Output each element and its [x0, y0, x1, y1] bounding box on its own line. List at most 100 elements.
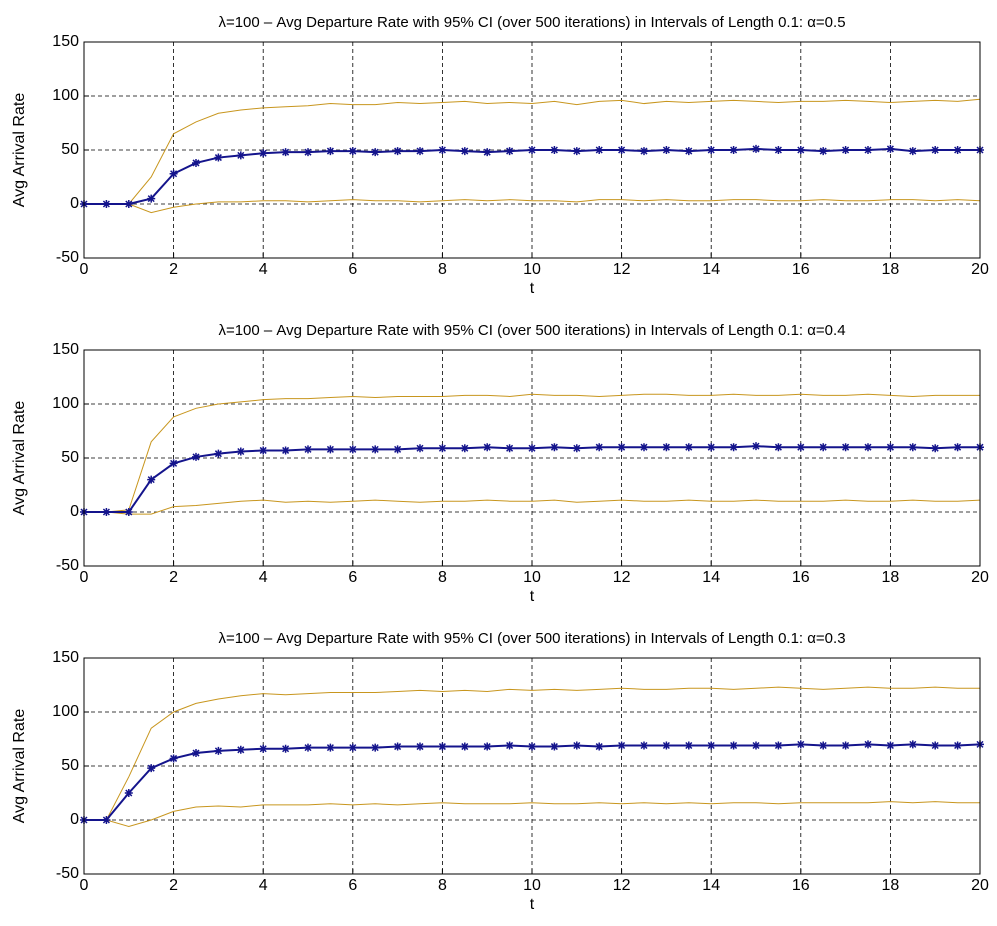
asterisk-marker	[438, 146, 447, 154]
asterisk-marker	[752, 144, 760, 153]
asterisk-marker	[617, 146, 626, 154]
asterisk-marker	[236, 151, 245, 160]
asterisk-marker	[774, 146, 783, 154]
asterisk-marker	[752, 442, 760, 451]
series-line	[84, 499, 981, 515]
asterisk-marker	[572, 444, 581, 453]
x-tick-label: 8	[438, 569, 447, 586]
x-tick-label: 18	[882, 569, 900, 586]
asterisk-marker	[371, 743, 380, 752]
x-tick-label: 10	[523, 569, 541, 586]
asterisk-marker	[662, 146, 671, 154]
asterisk-marker	[931, 146, 940, 154]
x-tick-label: 14	[702, 569, 720, 586]
asterisk-marker	[393, 445, 402, 454]
asterisk-marker	[640, 443, 648, 452]
asterisk-marker	[483, 443, 492, 452]
asterisk-marker	[147, 194, 156, 203]
asterisk-marker	[438, 742, 447, 751]
x-tick-label: 0	[80, 569, 89, 586]
asterisk-marker	[169, 754, 178, 763]
asterisk-marker	[505, 444, 514, 453]
asterisk-marker	[819, 147, 828, 156]
x-tick-label: 16	[792, 877, 810, 894]
asterisk-marker	[192, 158, 200, 167]
asterisk-marker	[259, 446, 268, 455]
y-axis-label: Avg Arrival Rate	[11, 401, 28, 516]
asterisk-marker	[953, 146, 962, 154]
asterisk-marker	[348, 147, 357, 156]
chart-title: λ=100 – Avg Departure Rate with 95% CI (…	[218, 630, 845, 647]
asterisk-marker	[729, 146, 738, 154]
asterisk-marker	[214, 449, 223, 458]
asterisk-marker	[483, 742, 492, 751]
asterisk-marker	[326, 147, 335, 156]
asterisk-marker	[931, 444, 940, 453]
asterisk-marker	[886, 443, 895, 452]
y-tick-label: 50	[61, 757, 79, 774]
asterisk-marker	[124, 200, 133, 208]
asterisk-marker	[864, 146, 872, 154]
asterisk-marker	[796, 146, 805, 154]
axes-frame	[83, 657, 981, 875]
series-line	[84, 98, 981, 205]
axes-frame	[83, 41, 981, 259]
asterisk-marker	[528, 444, 536, 453]
asterisk-marker	[371, 445, 380, 454]
series-line	[84, 686, 980, 821]
asterisk-marker	[192, 749, 200, 758]
asterisk-marker	[707, 146, 716, 154]
asterisk-marker	[819, 741, 828, 750]
asterisk-marker	[953, 443, 962, 452]
x-tick-label: 0	[80, 877, 89, 894]
x-tick-label: 14	[702, 877, 720, 894]
asterisk-marker	[147, 764, 156, 773]
asterisk-marker	[416, 444, 424, 453]
x-tick-label: 6	[348, 261, 357, 278]
x-axis-label: t	[530, 588, 535, 605]
asterisk-marker	[304, 445, 312, 454]
x-tick-label: 8	[438, 261, 447, 278]
asterisk-marker	[236, 745, 245, 754]
x-tick-label: 4	[259, 569, 268, 586]
asterisk-marker	[528, 146, 536, 154]
asterisk-marker	[953, 741, 962, 750]
asterisk-marker	[729, 741, 738, 750]
y-tick-label: -50	[56, 557, 79, 574]
asterisk-marker	[416, 742, 424, 751]
asterisk-marker	[214, 153, 223, 162]
asterisk-marker	[662, 741, 671, 750]
asterisk-marker	[752, 741, 760, 750]
x-tick-label: 16	[792, 569, 810, 586]
asterisk-marker	[326, 743, 335, 752]
asterisk-marker	[886, 144, 895, 153]
x-tick-label: 16	[792, 261, 810, 278]
x-tick-label: 10	[523, 877, 541, 894]
asterisk-marker	[595, 742, 604, 751]
x-tick-label: 6	[348, 569, 357, 586]
asterisk-marker	[684, 147, 693, 156]
y-tick-label: 150	[52, 341, 79, 358]
series-line	[84, 801, 980, 828]
asterisk-marker	[595, 146, 604, 154]
x-tick-label: 20	[971, 261, 989, 278]
asterisk-marker	[483, 148, 492, 157]
series-line	[84, 393, 980, 513]
asterisk-marker	[640, 147, 648, 156]
y-tick-label: 0	[70, 503, 79, 520]
asterisk-marker	[841, 443, 850, 452]
asterisk-marker	[528, 742, 536, 751]
asterisk-marker	[416, 147, 424, 156]
asterisk-marker	[124, 789, 133, 797]
x-tick-label: 20	[971, 569, 989, 586]
y-tick-label: 100	[52, 87, 79, 104]
asterisk-marker	[841, 146, 850, 154]
asterisk-marker	[169, 459, 178, 468]
asterisk-marker	[460, 742, 469, 751]
asterisk-marker	[908, 443, 917, 452]
asterisk-marker	[684, 741, 693, 750]
x-tick-label: 4	[259, 261, 268, 278]
